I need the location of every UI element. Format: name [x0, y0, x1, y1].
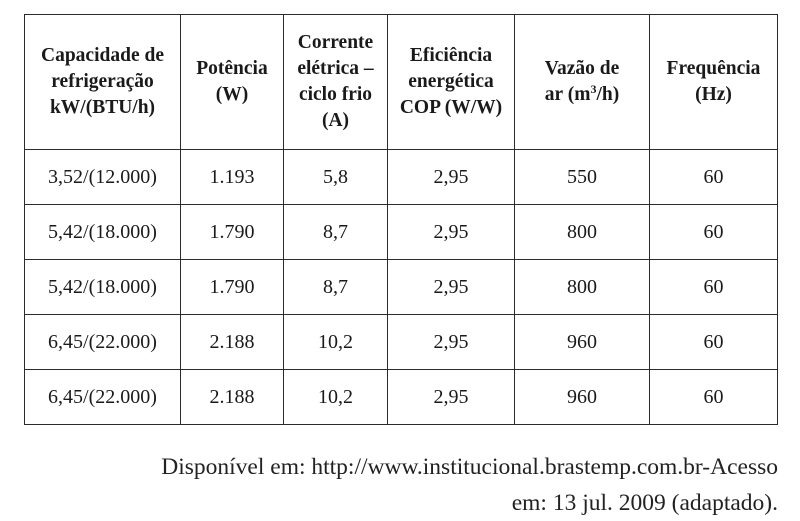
cell-capacity: 6,45/(22.000)	[24, 314, 181, 370]
cell-current: 8,7	[283, 204, 388, 260]
cell-power: 2.188	[180, 314, 284, 370]
header-power: Potência (W)	[180, 14, 284, 150]
cell-current: 10,2	[283, 314, 388, 370]
cell-frequency: 60	[649, 314, 778, 370]
cell-airflow: 550	[514, 149, 650, 205]
table-header-row: Capacidade de refrigeração kW/(BTU/h) Po…	[24, 14, 778, 150]
cell-airflow: 800	[514, 204, 650, 260]
source-line-2: em: 13 jul. 2009 (adaptado).	[511, 490, 778, 516]
cell-current: 5,8	[283, 149, 388, 205]
table-row: 6,45/(22.000) 2.188 10,2 2,95 960 60	[24, 369, 778, 425]
cell-efficiency: 2,95	[387, 149, 515, 205]
cell-current: 8,7	[283, 259, 388, 315]
cell-airflow: 960	[514, 369, 650, 425]
cell-airflow: 800	[514, 259, 650, 315]
cell-airflow: 960	[514, 314, 650, 370]
table-row: 3,52/(12.000) 1.193 5,8 2,95 550 60	[24, 149, 778, 205]
cell-frequency: 60	[649, 369, 778, 425]
cell-capacity: 5,42/(18.000)	[24, 204, 181, 260]
header-frequency: Frequência (Hz)	[649, 14, 778, 150]
cell-efficiency: 2,95	[387, 314, 515, 370]
source-line-1: Disponível em: http://www.institucional.…	[161, 454, 778, 480]
table-row: 5,42/(18.000) 1.790 8,7 2,95 800 60	[24, 259, 778, 315]
cell-efficiency: 2,95	[387, 204, 515, 260]
cell-frequency: 60	[649, 259, 778, 315]
cell-power: 2.188	[180, 369, 284, 425]
specification-table: Capacidade de refrigeração kW/(BTU/h) Po…	[24, 14, 778, 425]
cell-power: 1.193	[180, 149, 284, 205]
cell-power: 1.790	[180, 204, 284, 260]
header-current: Corrente elétrica – ciclo frio (A)	[283, 14, 388, 150]
table-row: 5,42/(18.000) 1.790 8,7 2,95 800 60	[24, 204, 778, 260]
airflow-unit-line: ar (m3/h)	[544, 82, 620, 105]
cell-current: 10,2	[283, 369, 388, 425]
cell-frequency: 60	[649, 204, 778, 260]
header-efficiency: Eficiência energética COP (W/W)	[387, 14, 515, 150]
cell-capacity: 5,42/(18.000)	[24, 259, 181, 315]
cell-capacity: 6,45/(22.000)	[24, 369, 181, 425]
header-airflow: Vazão de ar (m3/h)	[514, 14, 650, 150]
source-citation: Disponível em: http://www.institucional.…	[161, 449, 778, 521]
cell-efficiency: 2,95	[387, 369, 515, 425]
table-row: 6,45/(22.000) 2.188 10,2 2,95 960 60	[24, 314, 778, 370]
cell-efficiency: 2,95	[387, 259, 515, 315]
cell-frequency: 60	[649, 149, 778, 205]
cell-power: 1.790	[180, 259, 284, 315]
cell-capacity: 3,52/(12.000)	[24, 149, 181, 205]
header-capacity: Capacidade de refrigeração kW/(BTU/h)	[24, 14, 181, 150]
